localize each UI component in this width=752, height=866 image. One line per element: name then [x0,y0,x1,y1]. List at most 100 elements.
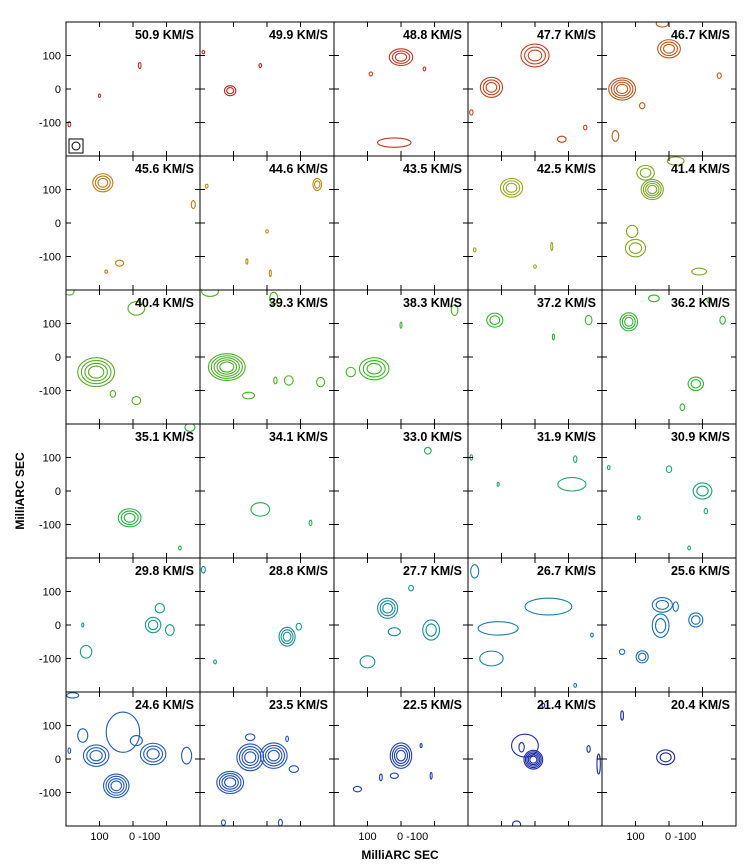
contour-level [520,43,550,68]
contour-level [624,316,634,327]
contour-level [393,747,409,764]
contour-level [590,632,594,638]
contour-level [379,600,396,617]
channel-panel: 28.8 KM/S [199,557,335,693]
contour-group [352,742,433,793]
contour-level [105,775,128,796]
contour-level [688,612,704,628]
contour-level [450,304,459,317]
velocity-label: 48.8 KM/S [403,28,462,42]
contour-level [408,584,414,592]
contour-level [425,623,437,637]
channel-panel: 42.5 KM/S [467,155,603,291]
contour-level [308,519,313,527]
velocity-label: 20.4 KM/S [671,698,730,712]
contour-level [352,785,363,793]
contour-level [651,613,670,638]
channel-panel: 43.5 KM/S [333,155,469,291]
contour-level [660,41,678,57]
contour-level [529,755,538,764]
contour-level [396,749,406,762]
channel-panel: 35.1 KM/S [65,423,201,559]
contour-level [283,375,294,386]
contour-level [226,87,235,95]
y-tick-label: 100 [43,319,61,331]
panel-frame [333,155,469,291]
contour-level [533,264,537,269]
panels-layer: 50.9 KM/S 49.9 KM/S 48.8 KM/S 47.7 KM/S 46.7… [65,21,737,827]
contour-level [391,744,411,767]
contour-level [518,742,525,753]
contour-level [655,599,669,610]
contour-level [312,177,323,192]
velocity-label: 50.9 KM/S [135,28,194,42]
contour-level [394,52,408,62]
contour-level [97,177,109,188]
contour-level [485,81,498,93]
contour-level [624,238,647,258]
contour-level [236,743,265,772]
contour-level [278,626,296,647]
beam-box [68,138,84,154]
contour-level [216,359,238,375]
contour-level [244,751,257,764]
y-tick-label: 0 [55,218,61,230]
contour-level [583,124,588,131]
contour-level [143,745,164,763]
contour-level [620,710,624,721]
y-axis-label: MilliARC SEC [13,452,27,530]
channel-panel: 41.4 KM/S [601,155,737,291]
contour-group [619,294,726,412]
contour-level [258,62,263,69]
contour-level [84,362,108,382]
contour-level [200,565,206,574]
velocity-label: 30.9 KM/S [671,430,730,444]
contour-group [511,702,601,826]
panel-frame [467,423,603,559]
contour-level [429,771,433,780]
contour-level [144,616,162,634]
panel-frame [601,691,737,827]
contour-level [719,315,726,325]
contour-level [282,631,292,642]
contour-level [181,746,193,765]
contour-group [67,61,142,128]
velocity-label: 26.7 KM/S [537,564,596,578]
contour-level [269,291,279,305]
contour-level [703,507,709,515]
contour-group [359,584,441,669]
tick-labels-layer: 100 0 -100 100 0 -100 100 0 -100 100 0 -100 100 0 -100… [39,51,696,844]
panel-frame [199,21,335,157]
velocity-label: 44.6 KM/S [269,162,328,176]
y-tick-label: 0 [55,84,61,96]
panel-frame [333,289,469,425]
contour-level [572,455,578,464]
contour-level [656,749,676,766]
velocity-label: 34.1 KM/S [269,430,328,444]
panel-frame [333,691,469,827]
contour-level [496,481,500,487]
contour-level [659,752,672,763]
contour-level [207,353,246,381]
panel-frame [199,557,335,693]
panel-frame [467,691,603,827]
contour-level [690,615,701,625]
contour-level [201,49,206,55]
contour-level [87,365,105,379]
contour-group [204,177,323,278]
contour-level [190,200,196,210]
panel-frame [199,691,335,827]
y-tick-label: -100 [39,788,61,800]
contour-level [241,748,259,767]
contour-level [178,545,182,551]
contour-level [696,485,709,497]
contour-group [618,596,704,664]
channel-panel: 33.0 KM/S [333,423,469,559]
contour-level [204,183,209,189]
x-tick-label: 100 [626,831,644,843]
contour-group [250,502,313,527]
beam-ellipse [71,141,81,151]
contour-level [706,296,713,304]
channel-panel: 34.1 KM/S [199,423,335,559]
contour-level [154,603,166,614]
